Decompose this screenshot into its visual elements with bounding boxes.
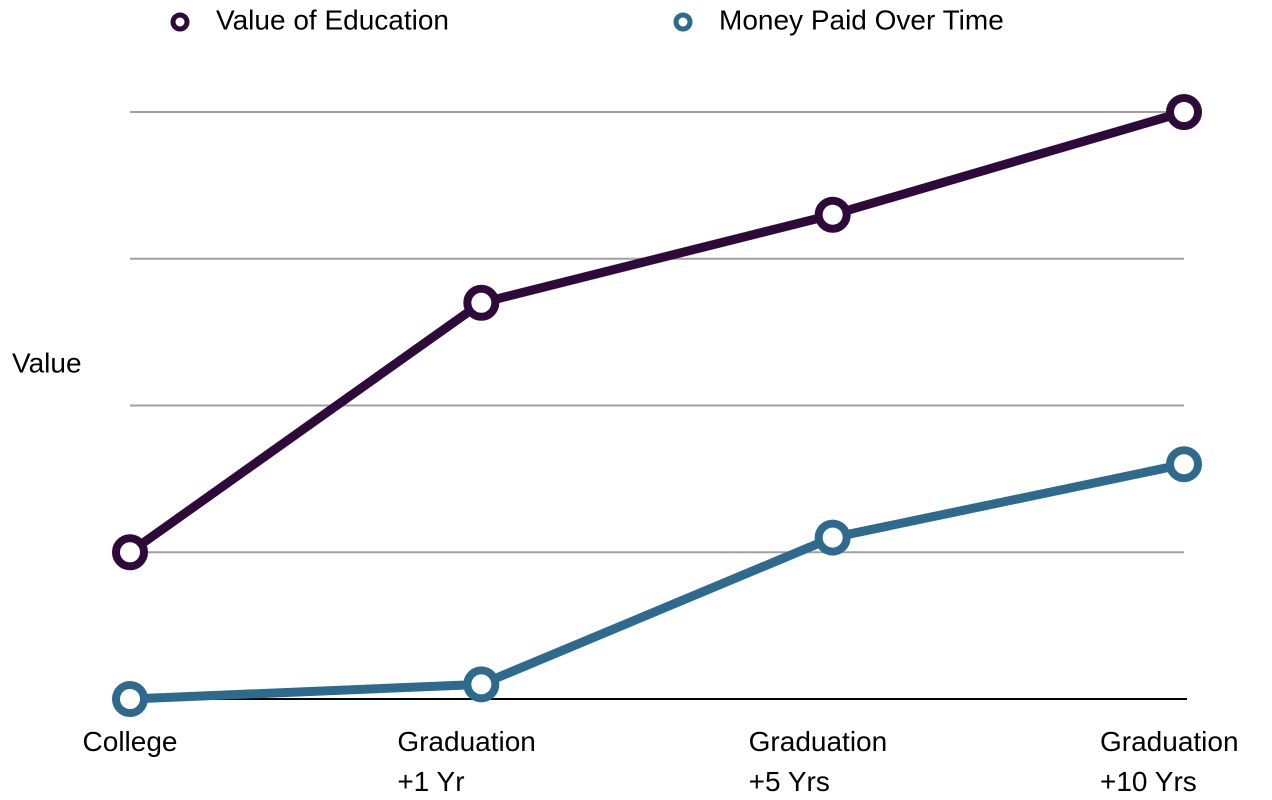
legend-label: Money Paid Over Time [719, 4, 1004, 35]
legend-label: Value of Education [216, 4, 449, 35]
data-point [463, 284, 500, 321]
data-point [112, 534, 148, 571]
data-point [112, 681, 148, 717]
y-axis-label: Value [12, 347, 82, 378]
x-tick-label: Graduation +5 Yrs [748, 726, 888, 797]
data-point [814, 196, 851, 233]
x-tick-label: Graduation +1 Yr [397, 726, 536, 797]
x-tick-label: College [82, 726, 178, 757]
series-line [129, 459, 1185, 704]
x-tick-label: Graduation +10 Yrs [1100, 726, 1239, 797]
data-point [1166, 446, 1202, 483]
data-point [463, 666, 500, 703]
data-point [1166, 94, 1202, 130]
legend-marker [170, 12, 190, 32]
series-line [127, 107, 1186, 556]
data-point [814, 519, 851, 556]
legend-marker [673, 12, 693, 32]
